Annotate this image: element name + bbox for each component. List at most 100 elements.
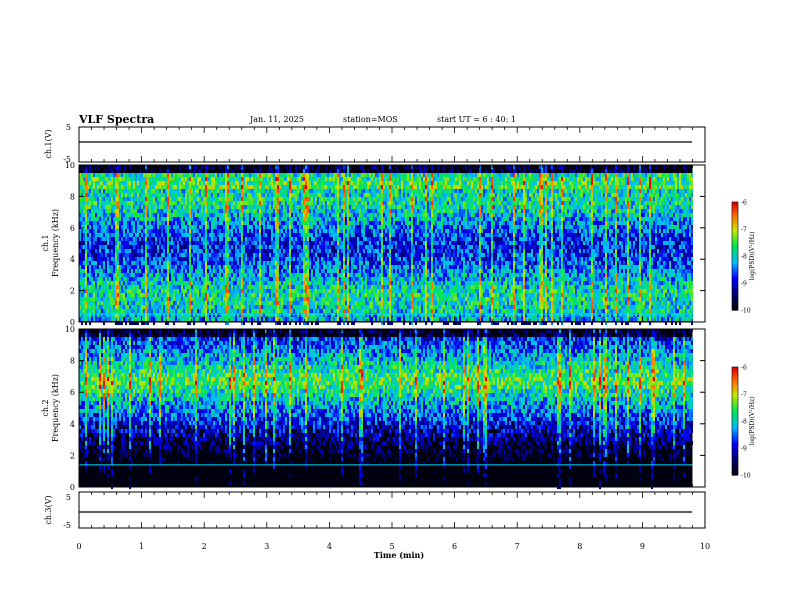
spectrogram-cell xyxy=(269,169,271,173)
spectrogram-cell xyxy=(245,265,247,269)
spectrogram-cell xyxy=(279,309,281,313)
spectrogram-cell xyxy=(243,189,245,193)
spectrogram-cell xyxy=(293,253,295,257)
spectrogram-cell xyxy=(325,221,327,225)
spectrogram-cell xyxy=(285,237,287,241)
spectrogram-cell xyxy=(127,301,129,305)
spectrogram-cell xyxy=(293,301,295,305)
spectrogram-cell xyxy=(219,213,221,217)
spectrogram-cell xyxy=(189,201,191,205)
spectrogram-cell xyxy=(135,225,137,229)
spectrogram-cell xyxy=(91,273,93,277)
spectrogram-cell xyxy=(181,273,183,277)
spectrogram-cell xyxy=(129,189,131,193)
spectrogram-cell xyxy=(169,277,171,281)
spectrogram-cell xyxy=(121,269,123,273)
spectrogram-cell xyxy=(337,249,339,253)
spectrogram-cell xyxy=(275,173,277,177)
spectrogram-cell xyxy=(331,261,333,265)
spectrogram-cell xyxy=(115,165,117,169)
spectrogram-cell xyxy=(289,257,291,261)
spectrogram-cell xyxy=(297,257,299,261)
spectrogram-cell xyxy=(309,289,311,293)
spectrogram-cell xyxy=(161,177,163,181)
spectrogram-cell xyxy=(329,297,331,301)
spectrogram-cell xyxy=(85,245,87,249)
spectrogram-cell xyxy=(281,261,283,265)
spectrogram-cell xyxy=(167,317,169,321)
spectrogram-cell xyxy=(135,297,137,301)
spectrogram-cell xyxy=(169,173,171,177)
spectrogram-cell xyxy=(205,197,207,201)
spectrogram-cell xyxy=(241,181,243,185)
spectrogram-cell xyxy=(297,261,299,265)
spectrogram-cell xyxy=(305,289,307,293)
spectrogram-cell xyxy=(295,297,297,301)
spectrogram-cell xyxy=(299,197,301,201)
spectrogram-cell xyxy=(237,245,239,249)
spectrogram-cell xyxy=(117,209,119,213)
spectrogram-cell xyxy=(195,201,197,205)
spectrogram-cell xyxy=(135,309,137,313)
spectrogram-cell xyxy=(141,201,143,205)
spectrogram-cell xyxy=(185,193,187,197)
spectrogram-cell xyxy=(131,273,133,277)
spectrogram-cell xyxy=(257,265,259,269)
spectrogram-cell xyxy=(107,201,109,205)
spectrogram-cell xyxy=(87,193,89,197)
spectrogram-cell xyxy=(153,189,155,193)
spectrogram-cell xyxy=(115,189,117,193)
spectrogram-cell xyxy=(153,237,155,241)
spectrogram-cell xyxy=(309,269,311,273)
spectrogram-cell xyxy=(187,257,189,261)
spectrogram-cell xyxy=(207,209,209,213)
spectrogram-cell xyxy=(155,277,157,281)
spectrogram-cell xyxy=(275,193,277,197)
spectrogram-cell xyxy=(307,245,309,249)
spectrogram-cell xyxy=(205,209,207,213)
spectrogram-cell xyxy=(327,305,329,309)
spectrogram-cell xyxy=(157,313,159,317)
spectrogram-cell xyxy=(223,209,225,213)
spectrogram-cell xyxy=(241,277,243,281)
spectrogram-cell xyxy=(319,305,321,309)
spectrogram-cell xyxy=(203,233,205,237)
spectrogram-cell xyxy=(329,225,331,229)
spectrogram-cell xyxy=(239,201,241,205)
spectrogram-cell xyxy=(201,297,203,301)
spectrogram-cell xyxy=(187,221,189,225)
spectrogram-cell xyxy=(151,309,153,313)
spectrogram-cell xyxy=(305,189,307,193)
spectrogram-cell xyxy=(303,245,305,249)
spectrogram-cell xyxy=(165,301,167,305)
spectrogram-cell xyxy=(223,225,225,229)
spectrogram-cell xyxy=(269,177,271,181)
spectrogram-cell xyxy=(107,309,109,313)
spectrogram-cell xyxy=(139,189,141,193)
spectrogram-cell xyxy=(249,193,251,197)
spectrogram-cell xyxy=(181,301,183,305)
spectrogram-cell xyxy=(253,201,255,205)
spectrogram-cell xyxy=(285,297,287,301)
spectrogram-cell xyxy=(239,177,241,181)
spectrogram-cell xyxy=(289,237,291,241)
spectrogram-cell xyxy=(79,305,81,309)
spectrogram-cell xyxy=(151,261,153,265)
spectrogram-cell xyxy=(307,297,309,301)
spectrogram-cell xyxy=(113,245,115,249)
spectrogram-cell xyxy=(245,189,247,193)
spectrogram-cell xyxy=(203,301,205,305)
spectrogram-cell xyxy=(255,289,257,293)
spectrogram-cell xyxy=(311,277,313,281)
spectrogram-cell xyxy=(251,205,253,209)
spectrogram-cell xyxy=(193,205,195,209)
spectrogram-cell xyxy=(105,201,107,205)
spectrogram-cell xyxy=(235,193,237,197)
spectrogram-cell xyxy=(145,293,147,297)
spectrogram-cell xyxy=(225,297,227,301)
spectrogram-cell xyxy=(147,213,149,217)
spectrogram-cell xyxy=(309,257,311,261)
spectrogram-cell xyxy=(237,289,239,293)
spectrogram-cell xyxy=(193,181,195,185)
spectrogram-cell xyxy=(289,273,291,277)
